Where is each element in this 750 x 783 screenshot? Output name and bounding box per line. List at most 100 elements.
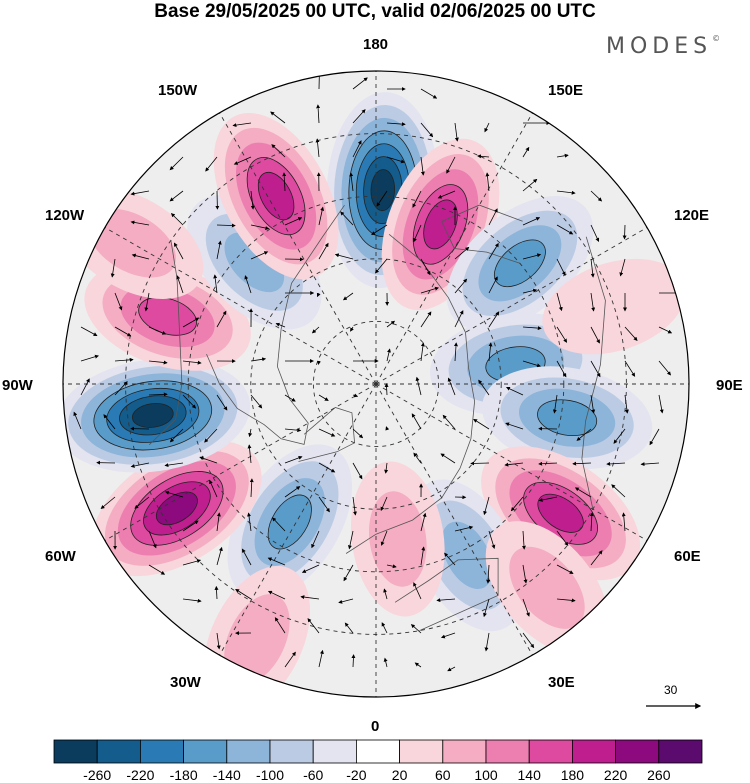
wind-vector: [182, 394, 197, 409]
wind-vector: [216, 632, 221, 650]
coastline: [394, 557, 499, 631]
wind-vector: [80, 354, 99, 362]
colorbar-tick-label: -220: [126, 767, 155, 783]
wind-vector: [576, 428, 592, 441]
lon-label-60w: 60W: [45, 548, 76, 565]
wind-vector: [244, 275, 252, 294]
wind-vector: [284, 428, 302, 433]
wind-vector: [316, 104, 321, 124]
wind-vector: [556, 598, 576, 603]
anomaly-cell: [350, 461, 445, 617]
wind-vector: [420, 546, 426, 566]
wind-vector: [213, 274, 218, 294]
wind-vector: [73, 411, 82, 430]
reference-vector-label: 30: [664, 683, 678, 697]
brand-mark: ©: [712, 34, 721, 43]
wind-vector: [414, 662, 422, 668]
wind-vector: [383, 657, 388, 668]
wind-vector: [488, 342, 493, 362]
wind-vector: [318, 462, 336, 473]
colorbar-swatch: [312, 739, 357, 764]
wind-vector: [572, 461, 592, 466]
wind-vector: [148, 392, 168, 397]
wind-vector: [380, 496, 388, 512]
wind-vector: [611, 484, 626, 498]
wind-vector: [556, 258, 566, 276]
wind-vector: [420, 122, 434, 138]
wind-vector: [216, 240, 222, 260]
lon-label-30e: 30E: [548, 674, 575, 691]
anomaly-contour: [368, 491, 427, 587]
wind-vector: [114, 381, 128, 396]
wind-vector: [412, 190, 422, 208]
wind-vector: [440, 453, 456, 464]
wind-vector: [420, 156, 425, 176]
colorbar-tick-label: 180: [560, 767, 585, 783]
wind-vector: [488, 208, 498, 226]
colorbar-tick-label: -100: [255, 767, 285, 783]
wind-vector: [556, 564, 574, 574]
wind-vector: [248, 428, 253, 438]
wind-vector: [658, 394, 664, 414]
wind-vector: [110, 258, 116, 278]
wind-vector: [267, 590, 286, 600]
wind-vector: [134, 496, 150, 509]
wind-vector: [250, 394, 263, 409]
colorbar-tick-label: -60: [303, 767, 324, 783]
wind-vector: [371, 224, 388, 236]
wind-vector: [343, 564, 354, 582]
anomaly-cell: [213, 112, 339, 280]
colorbar: [53, 739, 703, 764]
brand-name: MODES: [606, 34, 713, 59]
wind-vector: [176, 275, 184, 294]
wind-vector: [318, 206, 325, 226]
wind-vector: [447, 666, 456, 672]
colorbar-swatch: [53, 739, 98, 764]
wind-vector: [446, 156, 456, 174]
wind-vector: [342, 292, 354, 301]
wind-vector: [410, 624, 422, 634]
wind-vector: [250, 190, 255, 210]
colorbar-swatch: [139, 739, 184, 764]
wind-vector: [447, 377, 456, 396]
wind-vector: [148, 360, 168, 365]
colorbar-swatch: [615, 739, 660, 764]
wind-vector: [80, 326, 98, 336]
wind-vector: [386, 320, 396, 328]
wind-vector: [454, 525, 474, 532]
lon-label-120e: 120E: [674, 207, 710, 224]
brand-logo: MODES©: [606, 34, 720, 59]
anomaly-contour: [370, 169, 396, 212]
coastline: [345, 233, 476, 554]
wind-vector: [386, 348, 391, 362]
colorbar-tick-label: 60: [435, 767, 451, 783]
colorbar-tick-label: 140: [517, 767, 541, 783]
wind-vector: [352, 140, 362, 158]
wind-vector: [538, 496, 558, 502]
wind-vector: [131, 253, 150, 260]
wind-vector: [242, 548, 252, 566]
wind-vector: [478, 379, 490, 396]
wind-vector: [510, 496, 524, 512]
wind-vector: [420, 258, 431, 276]
lon-label-30w: 30W: [170, 674, 201, 691]
wind-vector: [556, 224, 574, 235]
colorbar-tick-label: -20: [346, 767, 367, 783]
wind-vector: [552, 394, 558, 414]
wind-vector: [148, 530, 157, 549]
lon-label-60e: 60E: [674, 548, 701, 565]
wind-vector: [311, 326, 320, 334]
lon-label-0: 0: [371, 718, 380, 735]
anomaly-cell: [485, 521, 609, 655]
lon-label-180: 180: [363, 36, 389, 53]
wind-vector: [182, 317, 200, 328]
wind-vector: [590, 224, 600, 243]
colorbar-tick-label: -140: [212, 767, 241, 783]
wind-vector: [483, 496, 490, 516]
wind-vector: [440, 632, 456, 639]
wind-vector: [413, 582, 422, 600]
map-border: [62, 70, 690, 698]
anomaly-contour: [224, 594, 290, 685]
wind-vector: [169, 190, 184, 202]
wind-vector: [556, 530, 569, 547]
